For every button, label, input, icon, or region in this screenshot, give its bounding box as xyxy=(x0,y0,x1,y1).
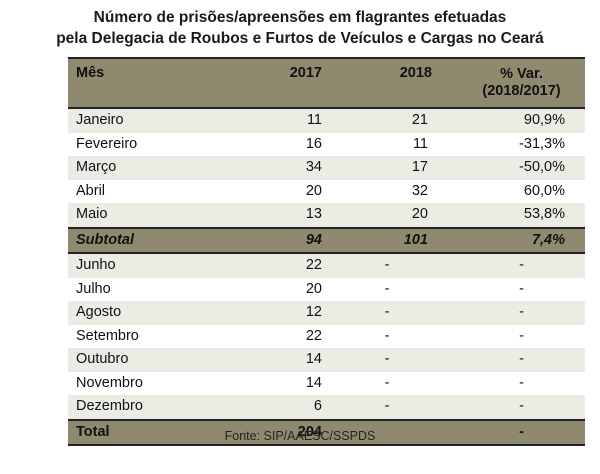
variation-cell: - xyxy=(519,280,524,297)
variation-cell: 53,8% xyxy=(523,206,565,222)
value-2017-cell: 20 xyxy=(305,182,322,199)
table-row: Agosto 12 - - xyxy=(68,301,585,325)
value-2017-cell: 34 xyxy=(305,159,322,175)
table-row: Abril 20 32 60,0% xyxy=(68,179,585,203)
header-variation-line-2: (2018/2017) xyxy=(482,83,561,99)
arrests-table: Mês 2017 2018 % Var. (2018/2017) Janeiro… xyxy=(68,57,585,446)
variation-cell: 90,9% xyxy=(523,112,565,128)
header-2018: 2018 xyxy=(346,57,458,109)
variation-cell: - xyxy=(519,351,524,367)
table-header-row: Mês 2017 2018 % Var. (2018/2017) xyxy=(68,57,585,109)
value-2018-cell: - xyxy=(384,280,390,297)
header-2017: 2017 xyxy=(236,57,346,109)
total-row: Total 204 - xyxy=(68,418,585,446)
value-2018-cell: - xyxy=(384,398,390,414)
value-2018-cell: - xyxy=(384,327,390,344)
month-cell: Fevereiro xyxy=(76,135,138,152)
month-cell: Setembro xyxy=(76,327,139,344)
header-variation: % Var. (2018/2017) xyxy=(458,57,585,109)
variation-cell: - xyxy=(519,374,524,391)
subtotal-2017: 94 xyxy=(236,226,346,254)
total-2017: 204 xyxy=(236,418,346,446)
value-2017-cell: 22 xyxy=(305,327,322,344)
value-2017-cell: 14 xyxy=(305,374,322,391)
table-row: Dezembro 6 - - xyxy=(68,395,585,420)
value-2018-cell: 20 xyxy=(411,206,428,222)
month-cell: Julho xyxy=(76,280,111,297)
subtotal-variation: 7,4% xyxy=(458,226,585,254)
table-row: Fevereiro 16 11 -31,3% xyxy=(68,132,585,156)
subtotal-label: Subtotal xyxy=(68,226,236,254)
value-2017-cell: 16 xyxy=(305,135,322,152)
table-row: Maio 13 20 53,8% xyxy=(68,203,585,228)
variation-cell: - xyxy=(519,257,524,273)
variation-cell: - xyxy=(519,304,524,320)
value-2017-cell: 20 xyxy=(305,280,322,297)
month-cell: Junho xyxy=(76,257,116,273)
month-cell: Agosto xyxy=(76,304,122,320)
table-row: Setembro 22 - - xyxy=(68,324,585,348)
header-variation-line-1: % Var. xyxy=(500,66,543,82)
variation-cell: 60,0% xyxy=(523,182,565,199)
value-2018-cell: - xyxy=(384,351,390,367)
variation-cell: - xyxy=(519,327,524,344)
total-label: Total xyxy=(68,418,236,446)
table-row: Outubro 14 - - xyxy=(68,348,585,372)
month-cell: Outubro xyxy=(76,351,129,367)
month-cell: Dezembro xyxy=(76,398,143,414)
month-cell: Abril xyxy=(76,182,106,199)
value-2017-cell: 22 xyxy=(305,257,322,273)
total-2018 xyxy=(346,418,458,446)
value-2018-cell: 11 xyxy=(412,135,428,152)
subtotal-2018: 101 xyxy=(346,226,458,254)
table-title-line-2: pela Delegacia de Roubos e Furtos de Veí… xyxy=(56,30,544,47)
value-2018-cell: 17 xyxy=(411,159,428,175)
month-cell: Março xyxy=(76,159,117,175)
value-2018-cell: - xyxy=(384,257,390,273)
header-month: Mês xyxy=(68,57,236,109)
month-cell: Maio xyxy=(76,206,108,222)
variation-cell: -50,0% xyxy=(519,159,565,175)
month-cell: Novembro xyxy=(76,374,143,391)
subtotal-row: Subtotal 94 101 7,4% xyxy=(68,226,585,254)
source-note: Fonte: SIP/AAESC/SSPDS xyxy=(224,429,376,443)
value-2018-cell: 21 xyxy=(411,112,428,128)
value-2018-cell: 32 xyxy=(411,182,428,199)
table-row: Novembro 14 - - xyxy=(68,371,585,395)
value-2017-cell: 11 xyxy=(306,112,322,128)
value-2017-cell: 6 xyxy=(313,398,322,414)
month-cell: Janeiro xyxy=(76,112,124,128)
value-2018-cell: - xyxy=(384,304,390,320)
value-2018-cell: - xyxy=(384,374,390,391)
variation-cell: -31,3% xyxy=(519,135,565,152)
value-2017-cell: 13 xyxy=(305,206,322,222)
value-2017-cell: 12 xyxy=(305,304,322,320)
value-2017-cell: 14 xyxy=(305,351,322,367)
table-title-line-1: Número de prisões/apreensões em flagrant… xyxy=(93,9,507,26)
table-row: Março 34 17 -50,0% xyxy=(68,156,585,180)
table-row: Janeiro 11 21 90,9% xyxy=(68,108,585,133)
variation-cell: - xyxy=(519,398,524,414)
table-row: Junho 22 - - xyxy=(68,253,585,278)
table-row: Julho 20 - - xyxy=(68,277,585,301)
total-variation: - xyxy=(458,418,585,446)
